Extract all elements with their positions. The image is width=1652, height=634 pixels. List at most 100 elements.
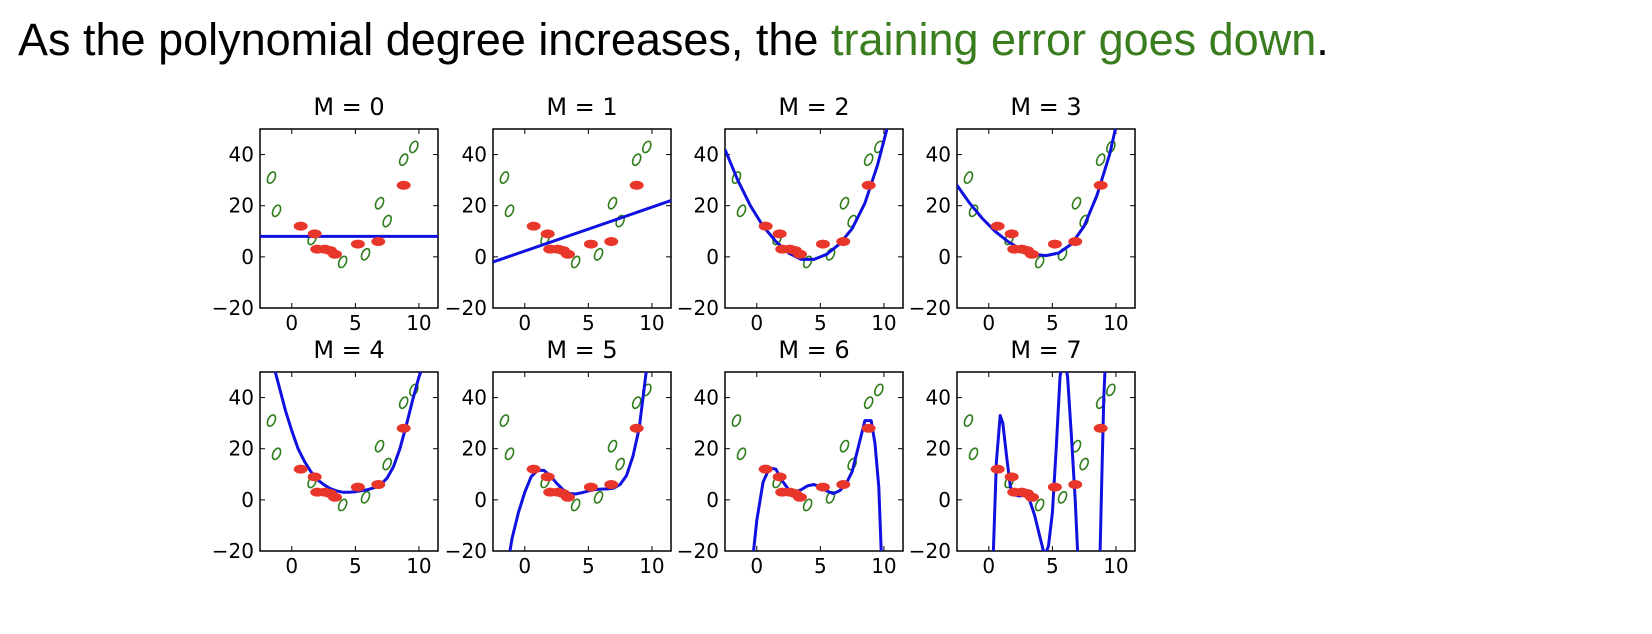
train-point (307, 472, 322, 482)
y-tick-label: 40 (229, 386, 254, 410)
test-point (374, 439, 385, 453)
x-tick-label: 10 (639, 311, 664, 335)
test-point (593, 490, 604, 504)
train-point (772, 229, 787, 239)
train-point (583, 239, 598, 249)
plot-area (499, 372, 652, 551)
test-point (382, 457, 393, 471)
train-point (350, 482, 365, 492)
x-tick-label: 10 (639, 554, 664, 578)
plot-area (725, 129, 889, 269)
test-point (825, 490, 836, 504)
train-point (526, 221, 541, 231)
y-tick-label: 40 (926, 143, 951, 167)
test-point (968, 447, 979, 461)
y-tick-label: 40 (694, 143, 719, 167)
test-point (337, 498, 348, 512)
test-point (1105, 383, 1116, 397)
test-point (1095, 153, 1106, 167)
test-point (570, 255, 581, 269)
train-point (1093, 423, 1108, 433)
test-point (1034, 498, 1045, 512)
headline-highlight: training error goes down (830, 14, 1317, 65)
train-point (1068, 237, 1083, 247)
test-point (374, 196, 385, 210)
y-tick-label: 0 (474, 245, 487, 269)
train-point (396, 180, 411, 190)
test-point (731, 171, 742, 185)
train-point (1047, 239, 1062, 249)
x-tick-label: 10 (406, 311, 431, 335)
fit-curve-branch (1098, 372, 1107, 551)
train-point (815, 482, 830, 492)
y-tick-label: 20 (229, 194, 254, 218)
plot-frame (724, 371, 904, 552)
train-point (861, 180, 876, 190)
plot-panel-0: M = 0 0 5 10 −20 0 20 40 (212, 93, 439, 335)
y-tick-label: 40 (229, 143, 254, 167)
y-tick-label: 0 (474, 488, 487, 512)
fit-curve (508, 372, 648, 551)
x-tick-label: 0 (285, 311, 298, 335)
fit-curve (725, 129, 889, 261)
test-point (504, 204, 515, 218)
y-tick-label: 40 (694, 386, 719, 410)
plot-area (493, 140, 671, 269)
train-point (772, 472, 787, 482)
train-point (1004, 229, 1019, 239)
plot-frame (259, 371, 439, 552)
y-tick-label: −20 (677, 539, 719, 563)
test-point (863, 396, 874, 410)
plot-panel-2: M = 2 0 5 10 −20 0 20 40 (677, 93, 904, 335)
test-point (382, 214, 393, 228)
test-point (839, 439, 850, 453)
train-point (328, 249, 343, 259)
y-tick-label: −20 (212, 539, 254, 563)
test-point (266, 171, 277, 185)
test-point (1071, 196, 1082, 210)
y-tick-label: 0 (241, 488, 254, 512)
x-tick-label: 5 (349, 554, 362, 578)
plot-title: M = 0 (313, 93, 384, 121)
plot-frame (956, 128, 1136, 309)
x-tick-label: 0 (982, 554, 995, 578)
headline-suffix: . (1316, 14, 1329, 65)
train-point (758, 464, 773, 474)
y-tick-label: 20 (462, 194, 487, 218)
train-point (861, 423, 876, 433)
headline-prefix: As the polynomial degree increases, the (18, 14, 831, 65)
test-point (266, 414, 277, 428)
plot-title: M = 3 (1010, 93, 1081, 121)
test-point (499, 414, 510, 428)
y-tick-label: 20 (926, 194, 951, 218)
train-point (793, 492, 808, 502)
fit-curve (273, 372, 423, 494)
test-point (398, 153, 409, 167)
headline: As the polynomial degree increases, the … (18, 14, 1329, 66)
x-tick-label: 10 (871, 311, 896, 335)
test-point (631, 153, 642, 167)
train-point (1047, 482, 1062, 492)
train-point (371, 480, 386, 490)
train-point (1025, 492, 1040, 502)
y-tick-label: 20 (462, 437, 487, 461)
test-point (963, 171, 974, 185)
test-point (631, 396, 642, 410)
train-point (1068, 480, 1083, 490)
y-tick-label: 0 (706, 245, 719, 269)
y-tick-label: −20 (212, 296, 254, 320)
y-tick-label: −20 (677, 296, 719, 320)
x-tick-label: 5 (1046, 311, 1059, 335)
plot-area (957, 129, 1117, 269)
test-point (593, 247, 604, 261)
plot-frame (492, 128, 672, 309)
test-point (1079, 214, 1090, 228)
fit-curve (493, 199, 671, 264)
test-point (607, 439, 618, 453)
plot-frame (724, 128, 904, 309)
train-point (815, 239, 830, 249)
test-point (736, 204, 747, 218)
test-point (839, 196, 850, 210)
plot-panel-3: M = 3 0 5 10 −20 0 20 40 (909, 93, 1136, 335)
plot-panel-6: M = 6 0 5 10 −20 0 20 40 (677, 336, 904, 578)
